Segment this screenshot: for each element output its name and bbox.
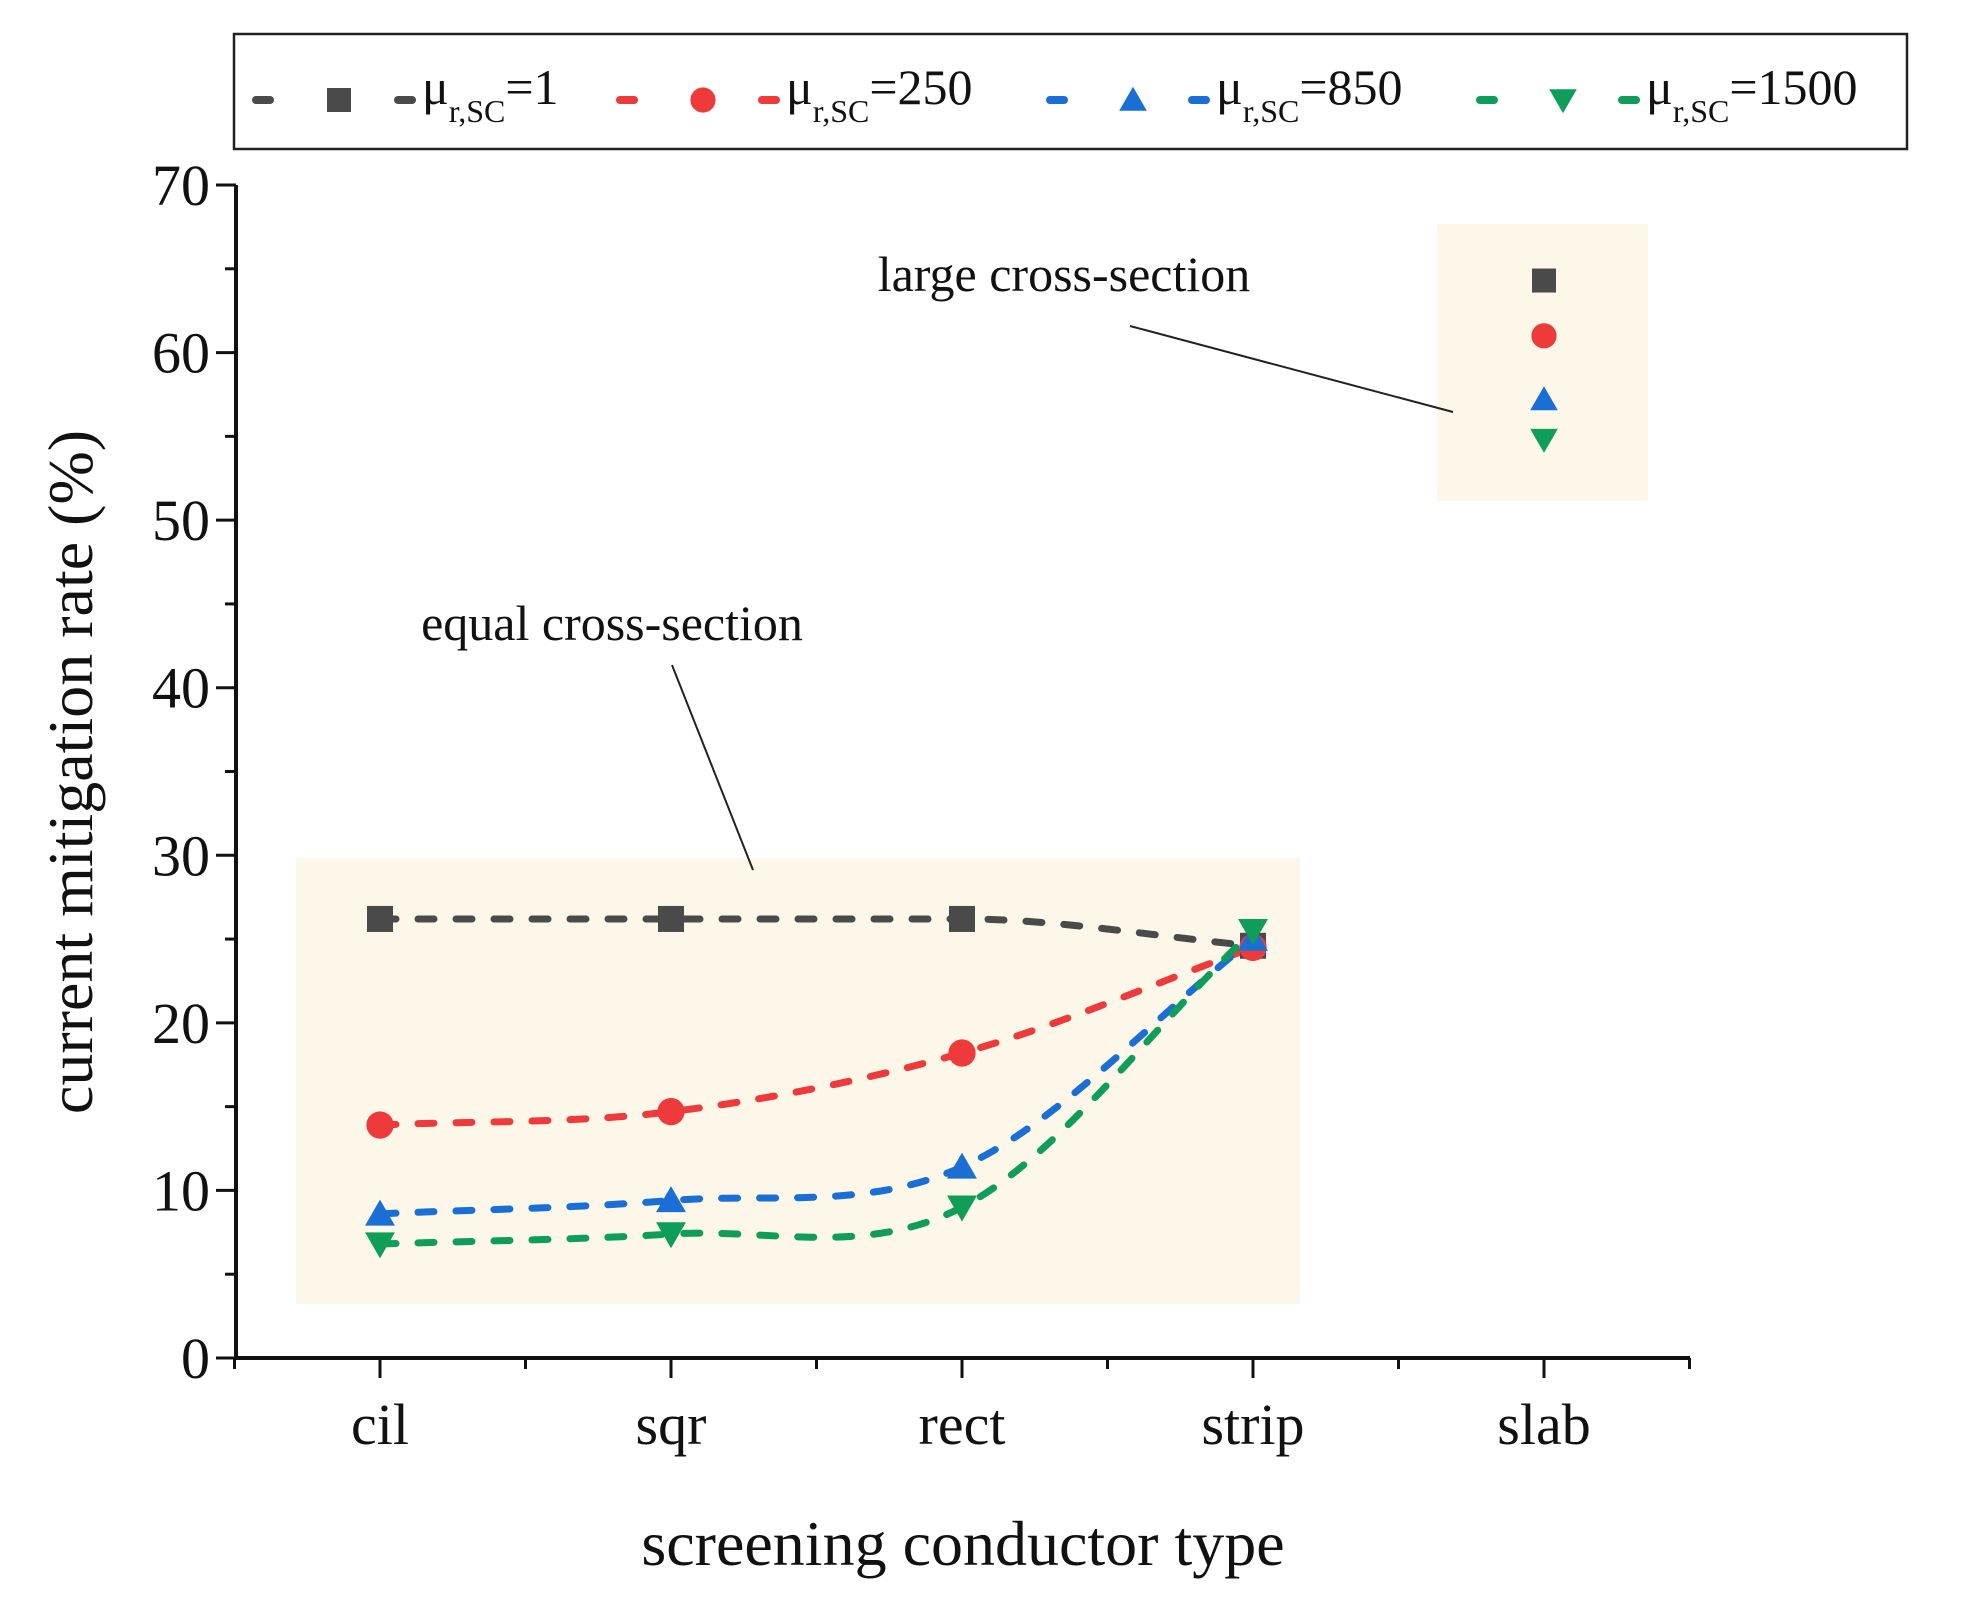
- data-point-3-sqr: [656, 1222, 686, 1249]
- data-point-1-sqr: [657, 1098, 685, 1126]
- y-tick-label: 10: [152, 1158, 210, 1223]
- y-tick-label: 0: [181, 1326, 210, 1391]
- data-point-2-cil: [365, 1199, 395, 1226]
- legend: μr,SC=1 μr,SC=250 μr,SC=850 μr,SC=1500: [232, 32, 1909, 151]
- y-tick-label: 30: [152, 823, 210, 888]
- data-point-3-rect: [947, 1195, 977, 1222]
- data-point-3-cil: [365, 1232, 395, 1259]
- x-tick-label-rect: rect: [919, 1392, 1006, 1457]
- x-tick-label-slab: slab: [1497, 1392, 1590, 1457]
- series-markers: [365, 268, 1558, 1259]
- equal-cross-section-box: [296, 858, 1300, 1304]
- data-point-2-rect: [947, 1152, 977, 1179]
- x-tick-label-cil: cil: [351, 1392, 409, 1457]
- y-tick-label: 70: [152, 153, 210, 218]
- large-cross-section-box: [1437, 224, 1648, 501]
- annotation-equal-pointer: [671, 664, 754, 871]
- data-point-1-slab: [1531, 323, 1557, 349]
- x-tick-label-sqr: sqr: [636, 1392, 707, 1457]
- y-tick-label: 20: [152, 991, 210, 1056]
- legend-item-1: μr,SC=250: [616, 59, 973, 129]
- data-point-0-sqr: [658, 905, 684, 932]
- data-point-3-strip: [1238, 918, 1268, 945]
- series-line-2: [376, 935, 1257, 1218]
- y-tick-label: 40: [152, 656, 210, 721]
- legend-item-2: μr,SC=850: [1046, 59, 1403, 129]
- data-point-3-slab: [1530, 428, 1558, 453]
- annotation-equal-cross-section: equal cross-section: [421, 595, 803, 651]
- data-point-0-slab: [1532, 268, 1556, 293]
- x-axis-title: screening conductor type: [641, 1508, 1284, 1579]
- legend-item-3: μr,SC=1500: [1476, 59, 1858, 129]
- annotation-large-pointer: [1129, 325, 1454, 413]
- legend-label-0: μr,SC=1: [422, 59, 559, 129]
- legend-label-2: μr,SC=850: [1216, 59, 1403, 129]
- y-axis: 0 10 20 30 40 50 60 70 current mitigation rate …: [35, 153, 238, 1391]
- x-axis: cil sqr rect strip slab screening conductor …: [233, 1356, 1691, 1579]
- series-line-0: [376, 915, 1257, 950]
- annotations: equal cross-section large cross-section: [421, 246, 1454, 871]
- legend-marker-3: [1549, 89, 1577, 114]
- data-point-1-cil: [366, 1111, 394, 1139]
- data-point-0-rect: [949, 905, 975, 932]
- data-point-1-rect: [948, 1039, 976, 1067]
- series-lines: [376, 915, 1257, 1248]
- legend-marker-0: [327, 88, 351, 112]
- highlight-boxes: [296, 224, 1648, 1304]
- data-point-0-cil: [367, 905, 393, 932]
- y-tick-label: 50: [152, 488, 210, 553]
- legend-marker-1: [690, 87, 716, 113]
- legend-item-0: μr,SC=1: [252, 59, 559, 129]
- y-axis-title: current mitigation rate (%): [35, 430, 106, 1114]
- series-line-3: [376, 927, 1257, 1248]
- annotation-large-cross-section: large cross-section: [878, 246, 1251, 302]
- y-tick-label: 60: [152, 321, 210, 386]
- legend-marker-2: [1119, 86, 1147, 111]
- x-tick-label-strip: strip: [1201, 1392, 1304, 1457]
- legend-label-3: μr,SC=1500: [1646, 59, 1858, 129]
- data-point-2-slab: [1530, 386, 1558, 411]
- legend-label-1: μr,SC=250: [786, 59, 973, 129]
- legend-frame: [232, 32, 1909, 151]
- data-point-2-sqr: [656, 1186, 686, 1213]
